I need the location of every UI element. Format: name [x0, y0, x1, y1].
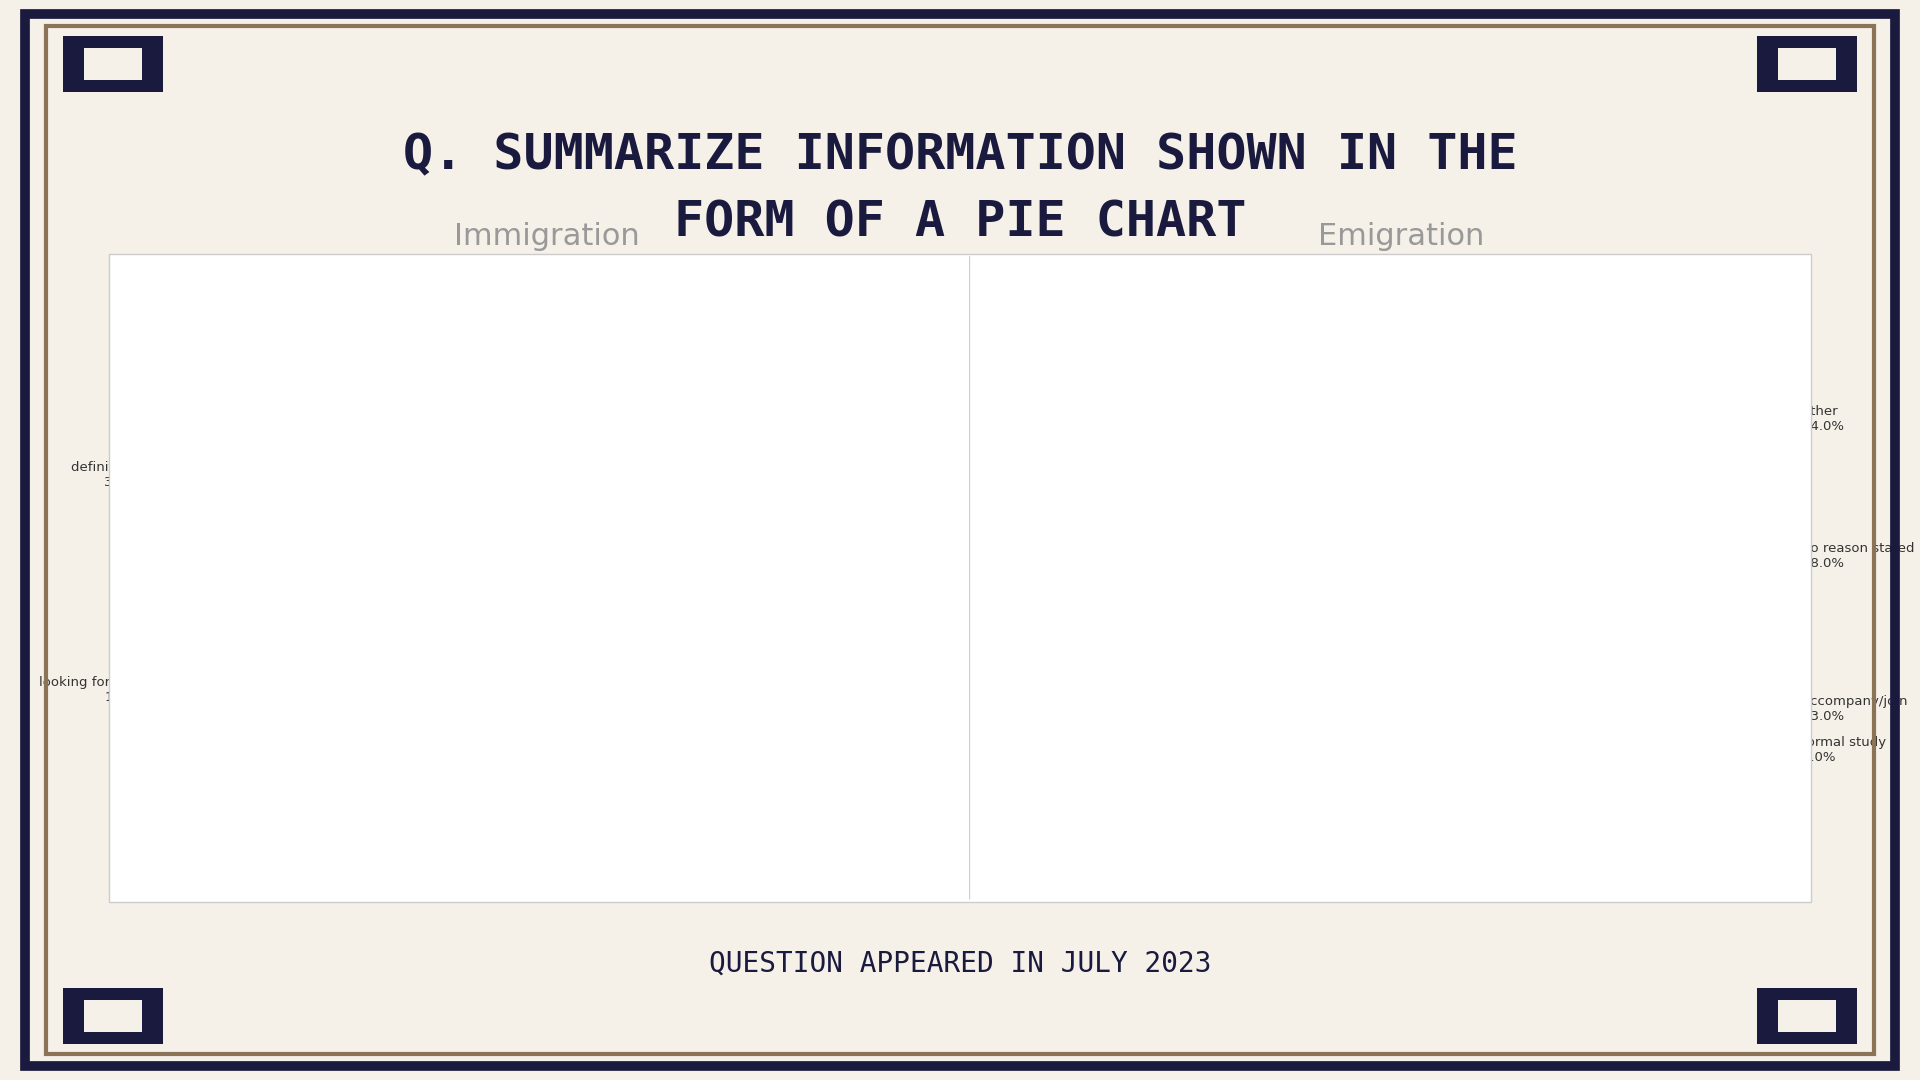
Text: definite job
30.0%: definite job 30.0% [71, 461, 403, 489]
Wedge shape [1402, 418, 1651, 685]
Wedge shape [547, 327, 707, 578]
Text: looking for work
22.0%: looking for work 22.0% [893, 705, 1296, 733]
Wedge shape [1160, 578, 1417, 828]
Text: no reason stated
18.0%: no reason stated 18.0% [1578, 542, 1914, 570]
Wedge shape [1402, 578, 1478, 828]
Wedge shape [547, 457, 797, 685]
Text: Q. SUMMARIZE INFORMATION SHOWN IN THE
FORM OF A PIE CHART: Q. SUMMARIZE INFORMATION SHOWN IN THE FO… [403, 132, 1517, 246]
Wedge shape [426, 578, 774, 828]
Text: looking for work
12.0%: looking for work 12.0% [38, 676, 409, 703]
Text: no reason stated
6.0%: no reason stated 6.0% [685, 453, 1060, 480]
Title: Immigration: Immigration [455, 222, 639, 252]
Title: Emigration: Emigration [1319, 222, 1484, 252]
Text: other
11.0%: other 11.0% [609, 399, 991, 427]
Wedge shape [547, 384, 766, 578]
Text: accompany/join
15.0%: accompany/join 15.0% [726, 558, 1054, 586]
Wedge shape [1402, 578, 1628, 816]
Wedge shape [298, 327, 547, 656]
Text: QUESTION APPEARED IN JULY 2023: QUESTION APPEARED IN JULY 2023 [708, 949, 1212, 977]
Text: formal study
26.0%: formal study 26.0% [605, 730, 1033, 758]
Wedge shape [1152, 327, 1402, 640]
Text: accompany/join
13.0%: accompany/join 13.0% [1521, 696, 1908, 724]
Wedge shape [309, 578, 547, 797]
Text: definite job
29.0%: definite job 29.0% [925, 457, 1260, 484]
Text: formal study
4.0%: formal study 4.0% [1438, 737, 1887, 764]
Wedge shape [1402, 327, 1596, 578]
Text: other
14.0%: other 14.0% [1478, 405, 1845, 433]
